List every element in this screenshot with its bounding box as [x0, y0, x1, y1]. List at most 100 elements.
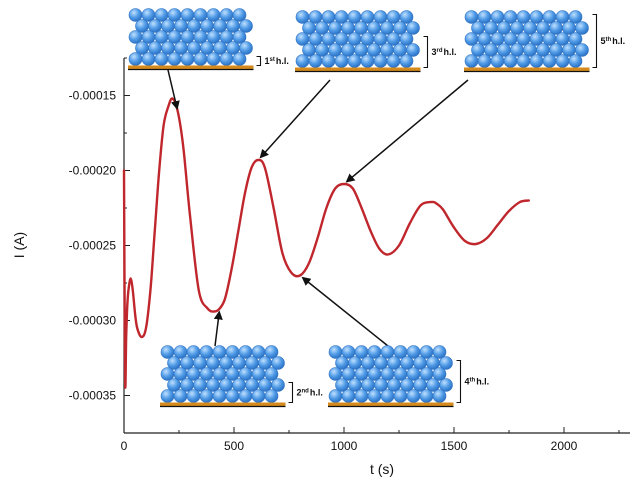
sphere: [380, 389, 395, 403]
sphere: [160, 389, 175, 403]
y-tick-label: -0.00035: [69, 389, 117, 403]
sphere: [439, 378, 453, 392]
sphere: [308, 54, 323, 68]
sphere: [432, 367, 447, 381]
sphere: [206, 52, 221, 66]
inset-label: 1sth.l.: [265, 56, 289, 66]
substrate: [464, 67, 590, 72]
sphere: [180, 52, 195, 66]
layer-inset-1: 1sth.l.: [128, 8, 289, 71]
sphere: [373, 54, 388, 68]
y-tick-label: -0.00020: [69, 164, 117, 178]
sphere: [568, 32, 583, 46]
arrow-2: [213, 310, 223, 347]
x-tick-label: 500: [224, 439, 244, 453]
layer-inset-2: 2ndh.l.: [160, 345, 323, 408]
bracket: [423, 35, 429, 69]
sphere: [347, 54, 362, 68]
y-tick-label: -0.00015: [69, 89, 117, 103]
arrow-1: [167, 69, 180, 111]
sphere: [173, 389, 188, 403]
sphere: [128, 52, 143, 66]
sphere: [477, 54, 492, 68]
sphere: [367, 389, 382, 403]
sphere: [212, 389, 227, 403]
sphere: [264, 345, 279, 359]
sphere: [271, 356, 285, 370]
sphere: [399, 54, 414, 68]
substrate: [328, 402, 454, 407]
arrow-5: [345, 79, 469, 183]
sphere: [232, 30, 247, 44]
sphere: [154, 52, 169, 66]
sphere: [432, 389, 447, 403]
sphere: [386, 54, 401, 68]
sphere: [251, 389, 266, 403]
sphere: [406, 389, 421, 403]
x-tick-label: 1000: [331, 439, 358, 453]
y-axis-title: I (A): [11, 232, 27, 258]
layer-inset-4: 4thh.l.: [328, 345, 490, 408]
sphere: [464, 54, 479, 68]
sphere: [490, 54, 505, 68]
sphere: [419, 389, 434, 403]
sphere: [225, 389, 240, 403]
substrate: [295, 67, 421, 72]
bracket: [456, 359, 462, 404]
inset-label: 5thh.l.: [601, 36, 626, 46]
sphere: [328, 389, 343, 403]
sphere: [555, 54, 570, 68]
sphere: [529, 54, 544, 68]
sphere: [516, 54, 531, 68]
sphere: [575, 21, 589, 35]
sphere: [503, 54, 518, 68]
inset-label: 2ndh.l.: [297, 388, 323, 398]
bracket: [288, 381, 294, 404]
sphere: [399, 32, 414, 46]
sphere: [167, 52, 182, 66]
sphere: [334, 54, 349, 68]
substrate: [128, 65, 254, 70]
x-tick-label: 2000: [551, 439, 578, 453]
inset-label: 3rdh.l.: [432, 47, 457, 57]
x-ticks: 0 500 1000 1500 2000: [121, 427, 620, 453]
substrate: [160, 402, 286, 407]
layer-inset-5: 5thh.l.: [464, 10, 626, 73]
sphere: [199, 389, 214, 403]
sphere: [360, 54, 375, 68]
sphere: [439, 356, 453, 370]
arrow-4: [301, 276, 389, 347]
sphere: [399, 10, 414, 24]
sphere: [232, 52, 247, 66]
sphere: [186, 389, 201, 403]
sphere: [193, 52, 208, 66]
x-axis-title: t (s): [370, 461, 394, 477]
bracket: [256, 55, 262, 67]
sphere: [341, 389, 356, 403]
sphere: [321, 54, 336, 68]
x-tick-label: 1500: [441, 439, 468, 453]
sphere: [393, 389, 408, 403]
bracket: [592, 13, 598, 69]
sphere: [264, 389, 279, 403]
y-tick-label: -0.00025: [69, 239, 117, 253]
y-tick-label: -0.00030: [69, 314, 117, 328]
series-line: [122, 97, 530, 389]
sphere: [239, 19, 253, 33]
sphere: [568, 54, 583, 68]
annotation-arrows: [167, 69, 469, 347]
sphere: [406, 43, 420, 57]
sphere: [264, 367, 279, 381]
y-ticks: -0.00015 -0.00020 -0.00025 -0.00030 -0.00035: [69, 57, 130, 434]
sphere: [271, 378, 285, 392]
sphere: [239, 41, 253, 55]
sphere: [575, 43, 589, 57]
sphere: [542, 54, 557, 68]
inset-label: 4thh.l.: [465, 377, 490, 387]
sphere: [354, 389, 369, 403]
sphere: [295, 54, 310, 68]
sphere: [432, 345, 447, 359]
layer-inset-3: 3rdh.l.: [295, 10, 457, 73]
sphere: [568, 10, 583, 24]
